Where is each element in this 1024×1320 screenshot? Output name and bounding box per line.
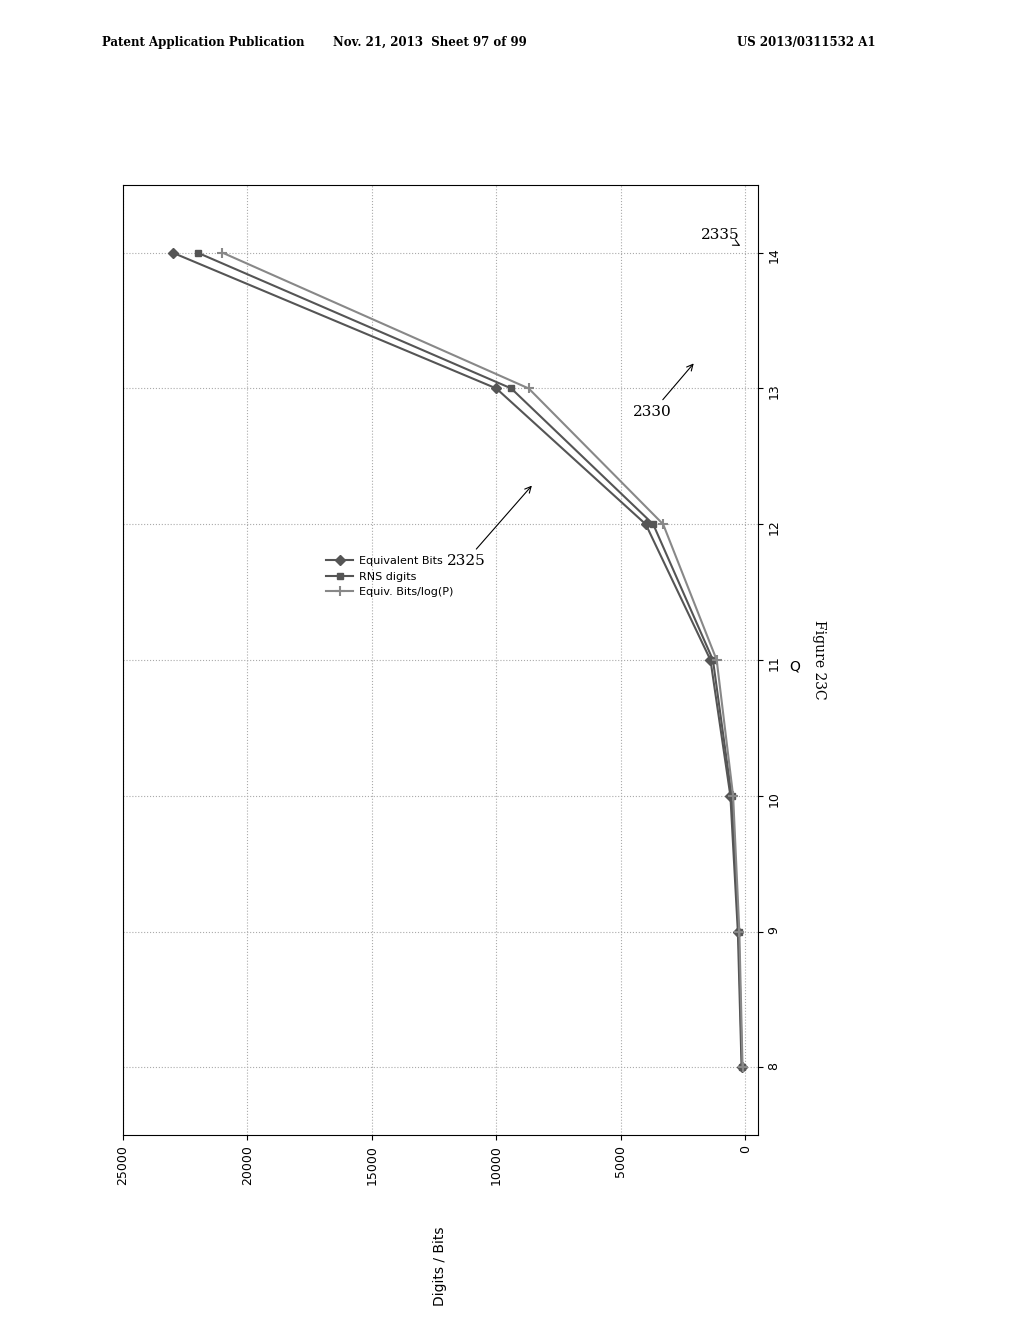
X-axis label: Digits / Bits: Digits / Bits	[433, 1226, 447, 1305]
Legend: Equivalent Bits, RNS digits, Equiv. Bits/log(P): Equivalent Bits, RNS digits, Equiv. Bits…	[322, 552, 458, 602]
Text: Figure 23C: Figure 23C	[812, 620, 826, 700]
Text: 2325: 2325	[446, 487, 531, 568]
Text: Nov. 21, 2013  Sheet 97 of 99: Nov. 21, 2013 Sheet 97 of 99	[333, 36, 527, 49]
Text: Patent Application Publication: Patent Application Publication	[102, 36, 305, 49]
Text: US 2013/0311532 A1: US 2013/0311532 A1	[737, 36, 876, 49]
Y-axis label: Q: Q	[788, 660, 800, 675]
Text: 2335: 2335	[700, 228, 739, 246]
Text: 2330: 2330	[633, 364, 693, 418]
